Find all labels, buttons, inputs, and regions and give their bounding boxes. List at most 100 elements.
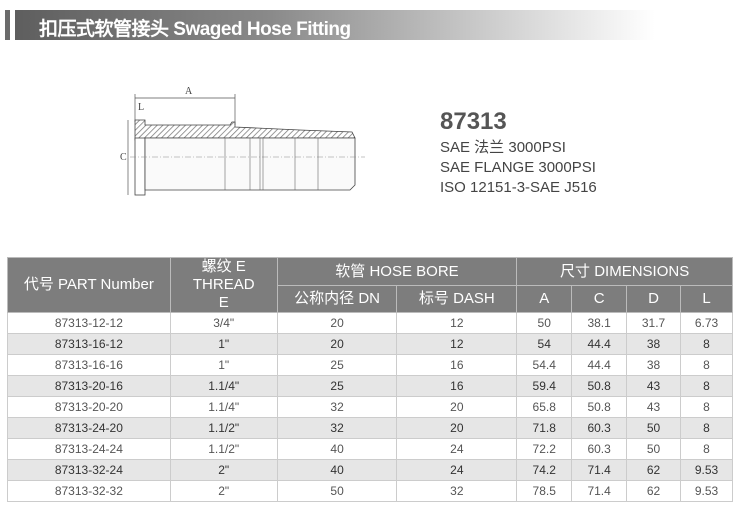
cell-dim-l: 8	[680, 417, 733, 439]
header-dash: 标号 DASH	[396, 285, 518, 313]
cell-thread: 1.1/2"	[169, 438, 278, 460]
cell-dim-a: 65.8	[516, 396, 573, 418]
cell-dash: 12	[396, 312, 518, 334]
cell-dim-c: 44.4	[571, 333, 628, 355]
table-row: 87313-20-20 1.1/4" 32 20 65.8 50.8 43 8	[7, 396, 733, 418]
header-dimensions: 尺寸 DIMENSIONS	[516, 256, 733, 287]
cell-dim-a: 54	[516, 333, 573, 355]
cell-dim-c: 71.4	[571, 480, 628, 502]
table-row: 87313-24-24 1.1/2" 40 24 72.2 60.3 50 8	[7, 438, 733, 460]
cell-thread: 1"	[169, 354, 278, 376]
cell-dn: 25	[276, 375, 398, 397]
cell-dn: 40	[276, 438, 398, 460]
table-row: 87313-32-32 2" 50 32 78.5 71.4 62 9.53	[7, 480, 733, 502]
cell-dash: 16	[396, 354, 518, 376]
cell-dash: 20	[396, 396, 518, 418]
cell-thread: 1.1/4"	[169, 375, 278, 397]
cell-dim-d: 62	[626, 480, 682, 502]
cell-dim-d: 38	[626, 354, 682, 376]
dim-l-label: L	[138, 102, 144, 113]
cell-dim-l: 6.73	[680, 312, 733, 334]
cell-dash: 24	[396, 438, 518, 460]
cell-part-number: 87313-32-24	[7, 459, 171, 481]
cell-dim-d: 50	[626, 417, 682, 439]
cell-dim-d: 38	[626, 333, 682, 355]
cell-dim-a: 74.2	[516, 459, 573, 481]
cell-dn: 50	[276, 480, 398, 502]
cell-thread: 1"	[169, 333, 278, 355]
cell-dash: 12	[396, 333, 518, 355]
cell-dim-d: 43	[626, 375, 682, 397]
table-row: 87313-32-24 2" 40 24 74.2 71.4 62 9.53	[7, 459, 733, 481]
cell-dim-l: 8	[680, 375, 733, 397]
cell-dn: 32	[276, 417, 398, 439]
header-d: D	[626, 285, 682, 313]
header-a: A	[516, 285, 573, 313]
cell-dn: 20	[276, 312, 398, 334]
header-c: C	[571, 285, 628, 313]
cell-dim-c: 71.4	[571, 459, 628, 481]
table-row: 87313-16-16 1" 25 16 54.4 44.4 38 8	[7, 354, 733, 376]
header-part-number: 代号 PART Number	[7, 257, 171, 313]
header-l: L	[680, 285, 733, 313]
cell-part-number: 87313-16-12	[7, 333, 171, 355]
dim-a-label: A	[185, 86, 193, 97]
table-row: 87313-20-16 1.1/4" 25 16 59.4 50.8 43 8	[7, 375, 733, 397]
spec-line: ISO 12151-3-SAE J516	[440, 179, 597, 196]
cell-dim-c: 50.8	[571, 375, 628, 397]
cell-thread: 2"	[169, 459, 278, 481]
cell-dim-d: 31.7	[626, 312, 682, 334]
fitting-drawing: A L C D	[120, 86, 365, 196]
cell-dim-a: 54.4	[516, 354, 573, 376]
cell-part-number: 87313-16-16	[7, 354, 171, 376]
cell-part-number: 87313-32-32	[7, 480, 171, 502]
cell-dim-a: 50	[516, 312, 573, 334]
cell-thread: 1.1/2"	[169, 417, 278, 439]
cell-dim-a: 71.8	[516, 417, 573, 439]
cell-dim-l: 8	[680, 438, 733, 460]
cell-dim-l: 8	[680, 333, 733, 355]
cell-thread: 3/4"	[169, 312, 278, 334]
model-number: 87313	[440, 108, 507, 135]
spec-line: SAE 法兰 3000PSI	[440, 139, 566, 156]
cell-dim-a: 59.4	[516, 375, 573, 397]
cell-part-number: 87313-20-20	[7, 396, 171, 418]
header-dn: 公称内径 DN	[276, 285, 398, 313]
cell-dash: 16	[396, 375, 518, 397]
cell-dim-c: 50.8	[571, 396, 628, 418]
cell-dash: 20	[396, 417, 518, 439]
cell-dim-l: 9.53	[680, 459, 733, 481]
table-row: 87313-16-12 1" 20 12 54 44.4 38 8	[7, 333, 733, 355]
cell-dim-l: 8	[680, 354, 733, 376]
cell-thread: 2"	[169, 480, 278, 502]
cell-dim-c: 44.4	[571, 354, 628, 376]
cell-dim-c: 60.3	[571, 417, 628, 439]
cell-dim-c: 60.3	[571, 438, 628, 460]
cell-dash: 24	[396, 459, 518, 481]
title-bar: 扣压式软管接头 Swaged Hose Fitting	[15, 10, 655, 40]
product-info: 87313 SAE 法兰 3000PSI SAE FLANGE 3000PSI …	[440, 108, 597, 198]
cell-part-number: 87313-12-12	[7, 312, 171, 334]
title-accent	[5, 10, 10, 40]
cell-thread: 1.1/4"	[169, 396, 278, 418]
cell-dash: 32	[396, 480, 518, 502]
cell-dn: 25	[276, 354, 398, 376]
header-thread: 螺纹 E THREAD E	[169, 257, 278, 313]
cell-dn: 32	[276, 396, 398, 418]
cell-dim-a: 72.2	[516, 438, 573, 460]
cell-part-number: 87313-24-20	[7, 417, 171, 439]
cell-dn: 40	[276, 459, 398, 481]
spec-line: SAE FLANGE 3000PSI	[440, 159, 596, 176]
cell-dim-d: 50	[626, 438, 682, 460]
cell-dim-c: 38.1	[571, 312, 628, 334]
header-hose-bore: 软管 HOSE BORE	[276, 256, 518, 287]
cell-dim-a: 78.5	[516, 480, 573, 502]
cell-dim-l: 8	[680, 396, 733, 418]
table-row: 87313-12-12 3/4" 20 12 50 38.1 31.7 6.73	[7, 312, 733, 334]
cell-part-number: 87313-24-24	[7, 438, 171, 460]
cell-dim-d: 62	[626, 459, 682, 481]
cell-dim-d: 43	[626, 396, 682, 418]
table-row: 87313-24-20 1.1/2" 32 20 71.8 60.3 50 8	[7, 417, 733, 439]
cell-dim-l: 9.53	[680, 480, 733, 502]
dim-c-label: C	[120, 152, 127, 163]
